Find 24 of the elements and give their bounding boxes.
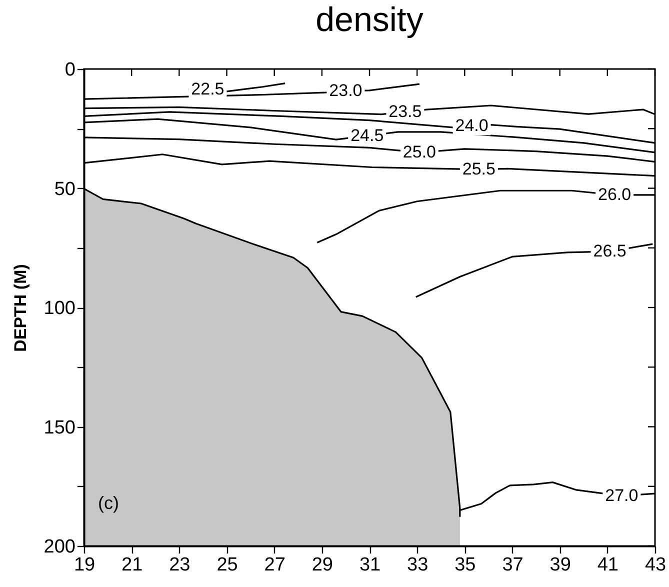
x-tick-label: 37 <box>502 554 524 576</box>
annotation: 24.0 <box>455 116 488 136</box>
chart-title: density <box>316 1 424 39</box>
y-axis-title: DEPTH (M) <box>10 264 30 352</box>
x-tick-label: 19 <box>74 554 96 576</box>
x-tick-label: 43 <box>644 554 666 576</box>
x-tick-label: 35 <box>454 554 476 576</box>
y-tick-label: 150 <box>44 417 76 438</box>
x-tick-label: 21 <box>122 554 143 576</box>
x-tick-label: 23 <box>169 554 190 576</box>
y-tick-label: 50 <box>54 178 76 200</box>
x-tick-label: 25 <box>216 554 238 576</box>
annotation: 24.5 <box>350 126 384 145</box>
x-tick-label: 39 <box>550 554 571 576</box>
x-tick-label: 41 <box>597 554 618 576</box>
annotation: (c) <box>98 493 119 513</box>
x-tick-label: 27 <box>264 554 286 576</box>
y-tick-label: 100 <box>44 298 76 319</box>
x-tick-label: 33 <box>407 554 428 576</box>
annotation: 22.5 <box>191 80 224 99</box>
y-tick-label: 200 <box>44 536 76 558</box>
x-tick-label: 31 <box>359 554 381 576</box>
y-tick-label: 0 <box>64 60 76 80</box>
x-tick-label: 29 <box>312 554 333 576</box>
